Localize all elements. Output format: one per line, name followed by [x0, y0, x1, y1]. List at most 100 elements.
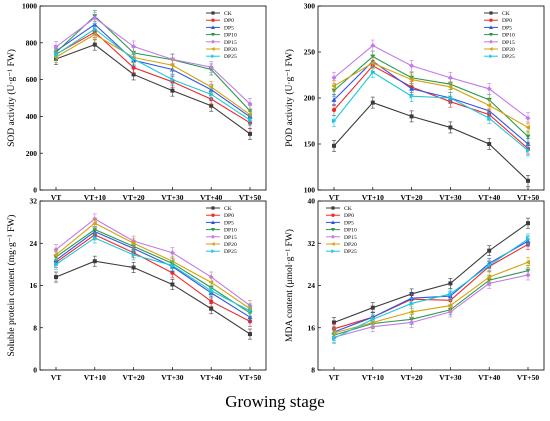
- sod-y-tick-label: 800: [26, 38, 38, 47]
- protein-y-tick-label: 0: [33, 366, 37, 375]
- mda-data-point: [486, 274, 492, 280]
- pod-data-point: [332, 143, 336, 148]
- pod-series-line: [333, 101, 529, 182]
- pod-series-ck: [332, 96, 530, 187]
- mda-x-tick-label: VT+20: [400, 373, 422, 382]
- figure-x-title: Growing stage: [225, 392, 325, 411]
- mda-legend-swatch-marker: [331, 228, 335, 232]
- protein-y-tick-label: 8: [33, 323, 37, 332]
- protein-data-point: [170, 282, 175, 287]
- sod-legend-swatch-marker: [211, 39, 215, 44]
- sod-legend-label: DP15: [224, 40, 237, 46]
- mda-data-point: [525, 272, 531, 278]
- pod-data-point: [447, 84, 453, 90]
- sod-series-line: [55, 33, 251, 116]
- mda-series-line: [333, 270, 529, 336]
- mda-series-dp0: [331, 238, 531, 335]
- sod-data-point: [170, 77, 175, 83]
- pod-legend-swatch-marker: [489, 11, 493, 15]
- pod-y-tick-label: 200: [304, 94, 316, 103]
- sod-data-point: [248, 117, 253, 123]
- sod-legend-label: DP10: [224, 33, 237, 39]
- protein-x-tick-label: VT: [51, 373, 61, 382]
- pod-data-point: [370, 69, 376, 75]
- pod-data-point: [332, 118, 337, 124]
- sod-x-tick-label: VT+20: [122, 193, 144, 202]
- mda-data-point: [487, 262, 492, 268]
- pod-y-axis-title: POD activity (U·g⁻¹ FW): [284, 49, 295, 147]
- protein-data-point: [169, 250, 175, 256]
- mda-panel: 8 16 24 32 40 VT VT+10 VT+20 VT+30 VT+40 VT+50 MDA …: [284, 197, 545, 382]
- mda-y-tick-label: 32: [308, 239, 316, 248]
- protein-data-point: [209, 299, 214, 304]
- protein-y-tick-label: 24: [30, 239, 38, 248]
- mda-x-tick-label: VT: [329, 373, 339, 382]
- pod-legend-swatch-marker: [489, 39, 493, 44]
- protein-x-tick-label: VT+20: [122, 373, 144, 382]
- protein-data-point: [53, 252, 58, 258]
- pod-legend-label: CK: [502, 11, 510, 17]
- mda-y-axis-title: MDA content (μmol·g⁻¹ FW): [284, 229, 295, 342]
- protein-data-point: [92, 220, 97, 226]
- pod-legend-label: DP20: [502, 47, 515, 53]
- pod-series-line: [333, 62, 529, 128]
- pod-y-tick-label: 150: [304, 140, 316, 149]
- protein-x-tick-label: VT+50: [239, 373, 261, 382]
- pod-data-point: [409, 77, 414, 83]
- pod-x-tick-label: VT+20: [400, 193, 422, 202]
- mda-series-line: [333, 274, 529, 338]
- sod-legend-label: CK: [224, 11, 232, 17]
- sod-data-point: [54, 52, 59, 58]
- mda-series-dp10: [331, 265, 531, 341]
- mda-x-tick-label: VT+50: [517, 373, 539, 382]
- sod-legend-swatch-marker: [211, 54, 215, 59]
- pod-legend-swatch-marker: [489, 54, 493, 59]
- sod-data-point: [131, 43, 137, 49]
- protein-x-tick-label: VT+30: [161, 373, 183, 382]
- pod-legend-swatch-marker: [489, 33, 493, 37]
- sod-series-ck: [54, 38, 252, 140]
- pod-series-line: [333, 44, 529, 119]
- protein-data-point: [170, 262, 175, 268]
- pod-data-point: [487, 115, 492, 121]
- mda-legend-label: DP5: [344, 220, 354, 226]
- mda-legend-label: DP15: [344, 235, 357, 241]
- mda-legend-swatch-marker: [331, 249, 335, 254]
- pod-series-line: [333, 71, 529, 151]
- protein-series-line: [55, 228, 251, 314]
- protein-legend-label: DP5: [224, 220, 234, 226]
- pod-x-tick-label: VT+30: [439, 193, 461, 202]
- protein-series-dp20: [53, 217, 252, 315]
- protein-legend-label: DP10: [224, 228, 237, 234]
- mda-series-line: [333, 261, 529, 334]
- sod-series-dp25: [54, 23, 253, 126]
- mda-data-point: [525, 259, 530, 265]
- protein-x-tick-label: VT+10: [84, 373, 106, 382]
- mda-series-line: [333, 243, 529, 330]
- protein-series-line: [55, 237, 251, 312]
- sod-series-line: [55, 17, 251, 105]
- sod-y-tick-label: 400: [26, 112, 38, 121]
- sod-data-point: [209, 91, 214, 97]
- pod-data-point: [448, 125, 453, 130]
- sod-x-tick-label: VT+40: [200, 193, 222, 202]
- pod-data-point: [525, 124, 530, 130]
- sod-data-point: [92, 26, 98, 32]
- pod-series-line: [333, 60, 529, 145]
- protein-data-point: [54, 261, 59, 267]
- mda-data-point: [447, 303, 453, 309]
- mda-y-tick-label: 16: [308, 323, 316, 332]
- mda-data-point: [370, 305, 375, 310]
- protein-y-axis-title: Soluble protein content (mg·g⁻¹ FW): [6, 215, 17, 357]
- mda-data-point: [526, 236, 531, 242]
- mda-data-point: [332, 320, 336, 325]
- sod-y-tick-label: 1000: [22, 2, 37, 11]
- protein-legend-label: DP20: [224, 242, 237, 248]
- mda-data-point: [526, 221, 530, 226]
- mda-y-tick-label: 8: [311, 366, 315, 375]
- protein-legend-swatch-marker: [211, 228, 215, 232]
- pod-data-point: [370, 60, 375, 66]
- pod-data-point: [409, 63, 415, 69]
- pod-legend-swatch-marker: [489, 25, 493, 29]
- sod-x-tick-label: VT+50: [239, 193, 261, 202]
